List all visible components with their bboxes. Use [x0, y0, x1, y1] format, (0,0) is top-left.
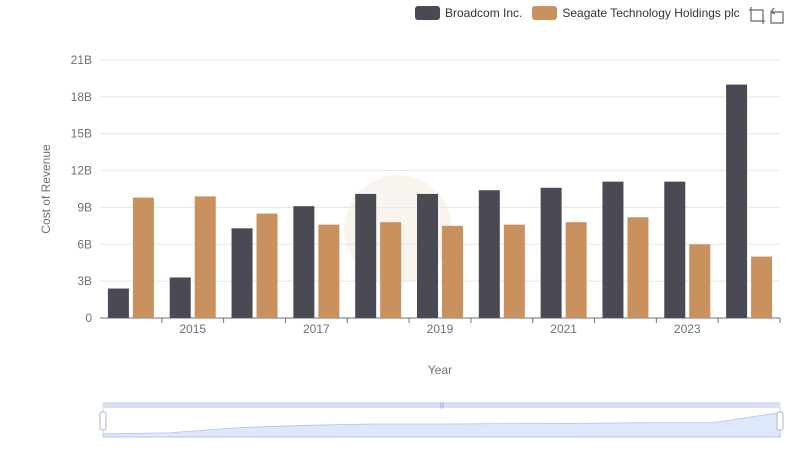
y-tick-label: 3B [77, 274, 92, 288]
bar-seagate [256, 213, 278, 318]
bar-broadcom [478, 190, 500, 318]
toolbox [746, 6, 786, 24]
y-tick-label: 12B [71, 164, 92, 178]
x-tick-label: 2019 [427, 322, 454, 336]
bar-seagate [751, 256, 773, 318]
datazoom-preview [102, 412, 781, 438]
restore-icon[interactable] [768, 6, 786, 24]
legend-item-seagate[interactable]: Seagate Technology Holdings plc [532, 6, 740, 20]
legend-swatch-seagate [532, 6, 558, 20]
bar-seagate [565, 222, 587, 318]
datazoom-grip-icon: ||| [440, 403, 445, 409]
y-tick-label: 0 [85, 311, 92, 325]
bar-broadcom [540, 187, 562, 318]
y-tick-label: 15B [71, 127, 92, 141]
legend: Broadcom Inc. Seagate Technology Holding… [415, 4, 750, 22]
y-axis-title: Cost of Revenue [39, 144, 53, 234]
x-tick-label: 2017 [303, 322, 330, 336]
x-axis-title: Year [428, 363, 452, 377]
datazoom-bar [103, 402, 780, 408]
legend-swatch-broadcom [415, 6, 440, 20]
y-tick-label: 18B [71, 90, 92, 104]
x-tick-label: 2021 [550, 322, 577, 336]
datazoom-handle-right[interactable] [776, 411, 784, 431]
bar-seagate [318, 224, 340, 318]
bar-seagate [503, 224, 525, 318]
y-tick-label: 21B [71, 53, 92, 67]
bar-broadcom [169, 277, 191, 318]
y-tick-label: 9B [77, 200, 92, 214]
bar-broadcom [664, 181, 686, 318]
bar-broadcom [417, 193, 438, 318]
bar-seagate [132, 197, 154, 318]
legend-item-broadcom[interactable]: Broadcom Inc. [415, 6, 522, 20]
bar-broadcom [107, 288, 129, 318]
bar-seagate [442, 225, 463, 318]
y-tick-label: 6B [77, 237, 92, 251]
bar-seagate [627, 217, 649, 318]
bar-broadcom [602, 181, 624, 318]
bar-broadcom [355, 193, 377, 318]
bar-seagate [194, 196, 216, 318]
bar-seagate [689, 244, 711, 318]
datazoom-handle-left[interactable] [99, 411, 107, 431]
bar-broadcom [293, 206, 315, 318]
x-tick-label: 2015 [179, 322, 206, 336]
x-tick-label: 2023 [674, 322, 701, 336]
legend-label-broadcom: Broadcom Inc. [445, 6, 523, 20]
bar-seagate [380, 222, 402, 318]
bar-broadcom [231, 228, 253, 318]
zoom-icon[interactable] [748, 6, 766, 24]
legend-label-seagate: Seagate Technology Holdings plc [562, 6, 740, 20]
bar-broadcom [726, 84, 748, 318]
